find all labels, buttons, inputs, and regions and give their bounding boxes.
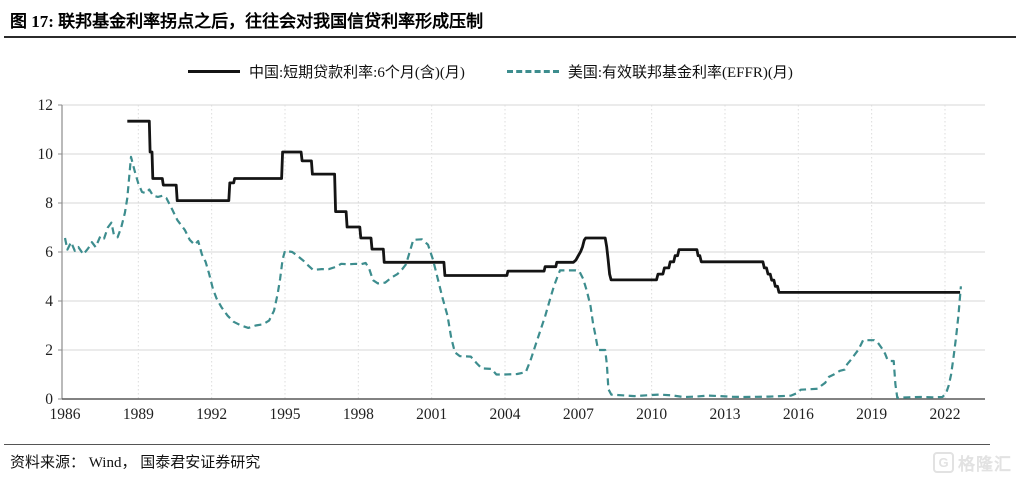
footer-divider [4, 444, 990, 445]
y-axis-tick-label: 8 [45, 195, 53, 212]
x-axis-tick-label: 1986 [50, 406, 81, 423]
x-axis-tick-label: 2001 [416, 406, 447, 423]
x-axis-tick-label: 1995 [269, 406, 300, 423]
y-axis-tick-label: 10 [38, 146, 54, 163]
us-effr-line [63, 155, 962, 399]
legend-item-us: 美国:有效联邦基金利率(EFFR)(月) [506, 61, 793, 82]
x-axis-tick-label: 1998 [343, 406, 374, 423]
x-axis-tick-label: 2007 [563, 406, 594, 423]
x-axis-tick-label: 1989 [123, 406, 154, 423]
figure-title: 图 17: 联邦基金利率拐点之后，往往会对我国信贷利率形成压制 [10, 12, 484, 31]
legend-label-china: 中国:短期贷款利率:6个月(含)(月) [249, 65, 465, 81]
x-axis-tick-label: 1992 [196, 406, 227, 423]
title-divider [4, 36, 1016, 38]
y-axis-tick-label: 2 [45, 342, 53, 359]
chart-legend: 中国:短期贷款利率:6个月(含)(月) 美国:有效联邦基金利率(EFFR)(月) [188, 61, 793, 82]
legend-item-china: 中国:短期贷款利率:6个月(含)(月) [188, 61, 465, 82]
y-axis-tick-label: 0 [45, 391, 53, 408]
x-axis-tick-label: 2010 [636, 406, 667, 423]
x-axis-tick-label: 2004 [489, 406, 520, 423]
gelonghui-watermark-text: 格隆汇 [958, 455, 1012, 474]
x-axis-tick-label: 2022 [929, 406, 960, 423]
source-note: 资料来源： Wind， 国泰君安证券研究 [10, 455, 261, 471]
x-axis-tick-label: 2013 [709, 406, 740, 423]
y-axis-tick-label: 4 [45, 293, 53, 310]
legend-label-us: 美国:有效联邦基金利率(EFFR)(月) [567, 65, 793, 81]
gelonghui-logo-icon: G [933, 452, 954, 473]
y-axis-tick-label: 6 [45, 244, 53, 261]
gelonghui-watermark: G 格隆汇 [933, 450, 1012, 475]
x-axis-tick-label: 2016 [783, 406, 814, 423]
x-axis-tick-label: 2019 [856, 406, 887, 423]
y-axis-tick-label: 12 [38, 97, 54, 114]
china-line-swatch [188, 70, 240, 73]
us-line-swatch [506, 70, 559, 73]
china-rate-line [127, 119, 961, 294]
